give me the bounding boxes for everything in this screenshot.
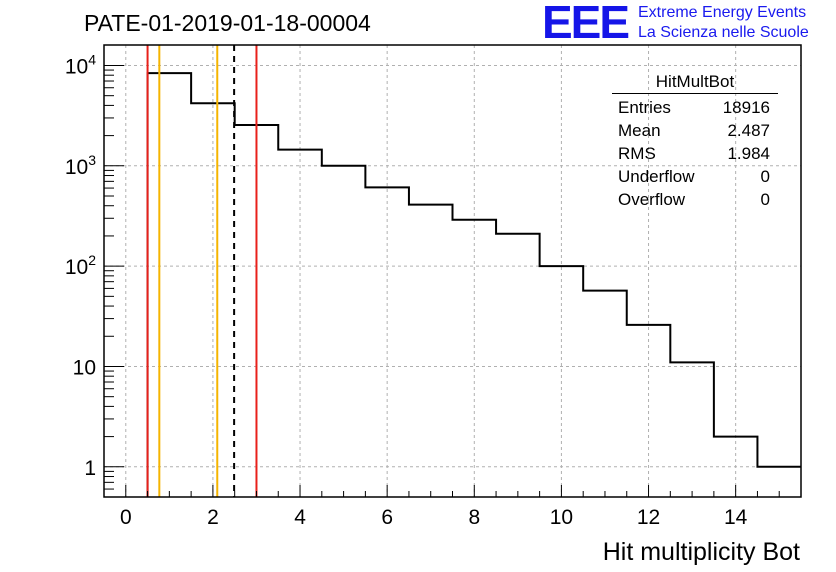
- logo-mark: EEE: [542, 0, 630, 48]
- histogram-bin: [496, 234, 540, 497]
- stats-value: 0: [760, 167, 770, 186]
- page-title: PATE-01-2019-01-18-00004: [84, 10, 371, 36]
- x-tick-label: 10: [550, 506, 573, 529]
- marker-lines: [146, 45, 258, 497]
- stats-row: Mean 2.487: [612, 119, 778, 142]
- grid-lines: [104, 45, 801, 497]
- histogram-bin: [322, 166, 366, 497]
- x-tick-label: 12: [637, 506, 660, 529]
- y-tick-label: 10: [73, 356, 96, 379]
- stats-label: Mean: [618, 121, 661, 140]
- y-tick-label: 1: [84, 457, 96, 480]
- stats-value: 18916: [722, 98, 770, 117]
- stats-row: Overflow 0: [612, 188, 778, 211]
- stats-title: HitMultBot: [612, 72, 778, 94]
- stats-value: 1.984: [727, 144, 770, 163]
- x-tick-label: 2: [207, 506, 219, 529]
- histogram-bin: [583, 291, 627, 497]
- x-tick-label: 4: [294, 506, 306, 529]
- stats-row: Entries 18916: [612, 96, 778, 119]
- x-axis-label: Hit multiplicity Bot: [603, 538, 800, 566]
- logo-line-1: Extreme Energy Events: [638, 4, 807, 21]
- y-tick-label: 102: [65, 252, 96, 279]
- y-tick-label: 104: [65, 51, 96, 78]
- stats-label: Entries: [618, 98, 671, 117]
- stats-box: HitMultBot Entries 18916 Mean 2.487 RMS …: [612, 72, 778, 211]
- x-tick-label: 6: [381, 506, 393, 529]
- histogram-bin: [148, 73, 192, 497]
- stats-label: RMS: [618, 144, 656, 163]
- x-tick-label: 14: [724, 506, 748, 529]
- stats-label: Overflow: [618, 190, 686, 209]
- x-tick-label: 8: [468, 506, 480, 529]
- x-tick-label: 0: [120, 506, 132, 529]
- stats-value: 2.487: [727, 121, 770, 140]
- x-axis-ticks: 0 2 4 6 8 10 12 14: [103, 485, 802, 529]
- y-axis-ticks: 1 10 102 103 104: [65, 51, 124, 498]
- stats-value: 0: [760, 190, 770, 209]
- stats-row: RMS 1.984: [612, 142, 778, 165]
- stats-row: Underflow 0: [612, 165, 778, 188]
- histogram-bin: [670, 362, 714, 497]
- stats-label: Underflow: [618, 167, 695, 186]
- histogram-bin: [409, 205, 453, 497]
- logo-line-2: La Scienza nelle Scuole: [638, 24, 809, 41]
- y-tick-label: 103: [65, 152, 96, 179]
